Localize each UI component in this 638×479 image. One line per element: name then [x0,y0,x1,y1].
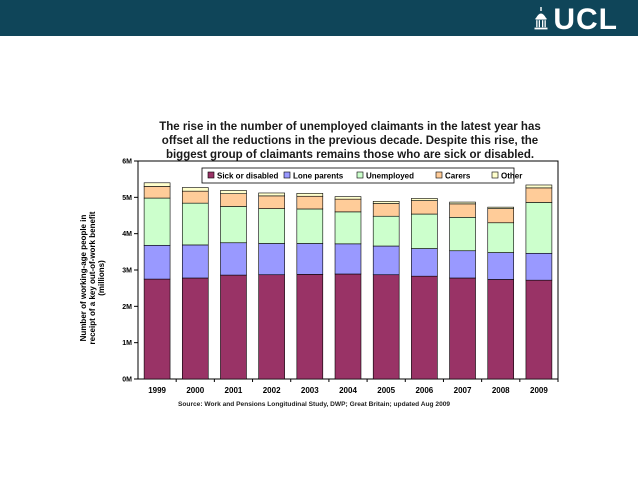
y-axis-label: Number of working-age people in [79,215,88,342]
bar-segment [258,243,285,276]
x-tick-label: 2003 [301,386,319,395]
y-tick-label: 3M [122,268,132,275]
bar-segment [487,252,515,280]
bar-segment [143,278,171,380]
bar-segment [525,187,553,203]
bar-segment [296,274,324,380]
chart-title-line: biggest group of claimants remains those… [165,149,535,161]
bar-segment [143,186,171,199]
bar-segment [487,208,515,224]
bar-segment [143,182,171,187]
bar-segment [487,279,515,380]
bar-segment [143,197,171,246]
bar-segment [525,184,553,189]
bar-segment [411,275,438,380]
bar-segment [525,279,553,380]
portico-dome-icon [534,7,548,30]
bar-segment [258,208,285,244]
bar-segment [525,202,553,254]
y-tick-label: 1M [122,340,132,347]
bar-segment [220,242,247,276]
legend-swatch [435,171,443,179]
legend-swatch [283,171,291,179]
legend-label: Other [501,172,522,181]
bar-segment [449,250,476,279]
bar-segment [411,248,438,277]
bar-segment [334,211,362,245]
chart-title: The rise in the number of unemployed cla… [150,120,550,162]
y-tick-label: 2M [122,304,132,311]
bar-segment [334,243,362,275]
bar-segment [449,277,476,380]
bar-segment [372,274,400,380]
bar-segment [411,198,438,201]
bar-segment [487,222,515,253]
bar-segment [220,193,247,207]
bar-segment [296,243,324,275]
y-tick-label: 5M [122,195,132,202]
legend-label: Carers [445,172,471,181]
bar-segment [334,196,362,200]
bar-segment [181,187,209,192]
bar-segment [487,206,515,209]
bar-segment [220,190,247,194]
x-tick-label: 2005 [377,386,395,395]
x-tick-label: 2004 [339,386,357,395]
bar-segment [372,203,400,217]
bar-segment [258,192,285,197]
chart-title-line: The rise in the number of unemployed cla… [159,121,541,133]
legend-label: Lone parents [293,172,344,181]
y-tick-label: 6M [122,159,132,166]
x-tick-label: 2001 [225,386,243,395]
bar-segment [525,252,553,281]
header-banner [0,0,638,36]
legend-swatch [356,171,364,179]
bar-segment [296,195,324,210]
logo-text: UCL [553,3,618,36]
bar-segment [220,206,247,244]
bar-segment [411,213,438,249]
x-tick-label: 2008 [492,386,510,395]
bar-segment [411,200,438,215]
ucl-logo: UCL [533,3,618,36]
y-axis-label: (millions) [97,260,106,296]
legend-swatch [207,171,215,179]
bar-segment [449,203,476,218]
x-tick-label: 2009 [530,386,548,395]
x-tick-label: 2006 [415,386,433,395]
bar-segment [181,244,209,279]
bar-segment [181,202,209,246]
bar-segment [334,198,362,213]
legend-label: Sick or disabled [217,172,278,181]
y-tick-label: 0M [122,377,132,384]
legend-swatch [491,171,499,179]
bar-segment [181,277,209,380]
y-axis-label: receipt of a key out-of-work benefit [88,211,97,344]
bar-segment [372,201,400,204]
bar-segment [258,274,285,380]
x-tick-label: 2000 [186,386,204,395]
bar-segment [220,274,247,380]
x-tick-label: 2002 [263,386,281,395]
bar-segment [296,208,324,244]
chart-source-note: Source: Work and Pensions Longitudinal S… [178,401,451,408]
bar-segment [449,201,476,205]
chart-title-line: offset all the reductions in the previou… [161,135,539,147]
bar-segment [296,193,324,197]
bar-segment [372,245,400,276]
x-tick-label: 1999 [148,386,166,395]
bar-segment [449,217,476,252]
y-tick-label: 4M [122,231,132,238]
bar-segment [258,195,285,209]
bar-segment [143,244,171,280]
bar-segment [372,215,400,247]
bar-segment [334,273,362,380]
bar-segment [181,190,209,204]
legend-label: Unemployed [366,172,414,181]
x-tick-label: 2007 [454,386,472,395]
